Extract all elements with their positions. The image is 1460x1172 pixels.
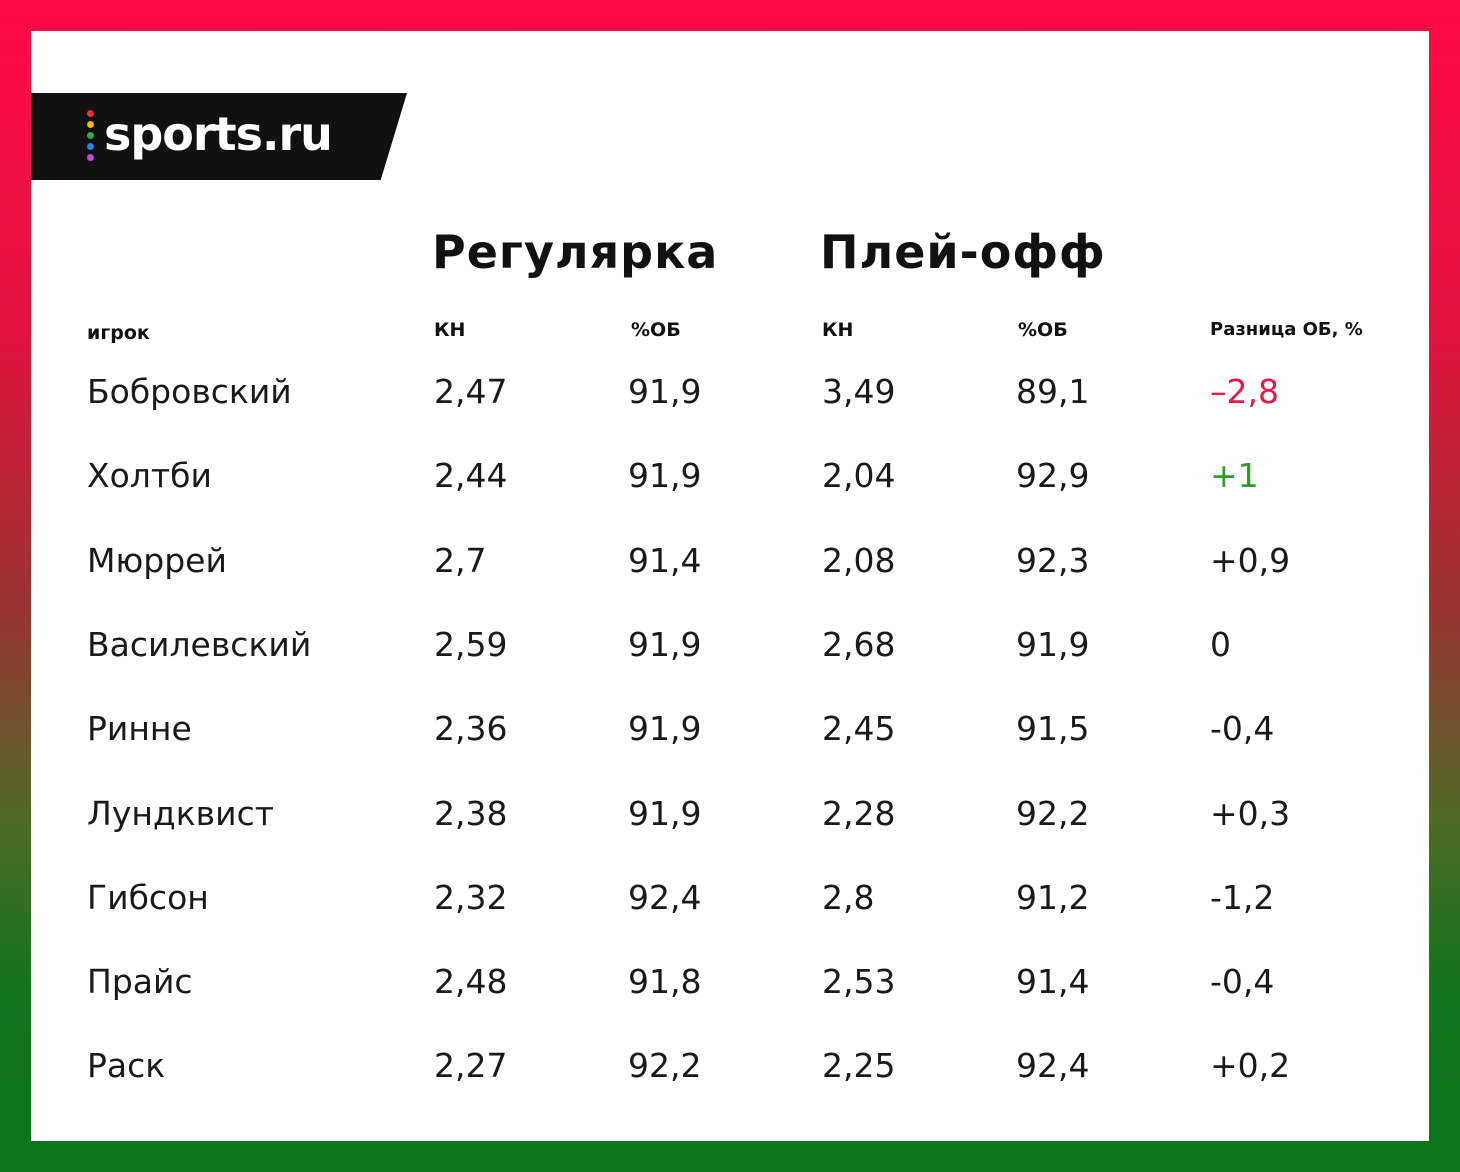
logo-dot [87, 154, 94, 161]
cell-playoff-sv: 92,3 [1016, 541, 1090, 580]
logo-dots-icon [87, 110, 95, 166]
table-row: Василевский 2,59 91,9 2,68 91,9 0 [0, 615, 1460, 675]
cell-diff: +0,2 [1210, 1046, 1291, 1085]
group-title-playoff: Плей-офф [820, 225, 1106, 279]
cell-player: Гибсон [87, 878, 209, 917]
cell-playoff-gaa: 2,8 [822, 878, 875, 917]
brand-logo: sports.ru [104, 107, 333, 161]
cell-playoff-sv: 92,2 [1016, 794, 1090, 833]
cell-playoff-sv: 91,2 [1016, 878, 1090, 917]
cell-regular-sv: 91,9 [628, 456, 702, 495]
cell-regular-gaa: 2,59 [434, 625, 508, 664]
column-header-player: игрок [87, 322, 150, 344]
cell-playoff-gaa: 2,28 [822, 794, 896, 833]
table-row: Прайс 2,48 91,8 2,53 91,4 -0,4 [0, 952, 1460, 1012]
cell-diff: 0 [1210, 625, 1231, 664]
logo-dot [87, 132, 94, 139]
content-card [31, 31, 1429, 1141]
column-header-playoff-gaa: КН [822, 319, 854, 341]
cell-playoff-gaa: 2,68 [822, 625, 896, 664]
logo-dot [87, 110, 94, 117]
cell-regular-sv: 91,9 [628, 794, 702, 833]
cell-regular-sv: 91,8 [628, 962, 702, 1001]
cell-diff: -0,4 [1210, 709, 1275, 748]
cell-player: Василевский [87, 625, 312, 664]
cell-player: Мюррей [87, 541, 227, 580]
column-header-diff: Разница ОБ, % [1210, 319, 1363, 340]
cell-playoff-sv: 91,4 [1016, 962, 1090, 1001]
cell-diff: –2,8 [1210, 372, 1279, 411]
cell-regular-sv: 91,9 [628, 372, 702, 411]
cell-diff: +1 [1210, 456, 1259, 495]
table-row: Ринне 2,36 91,9 2,45 91,5 -0,4 [0, 699, 1460, 759]
cell-regular-gaa: 2,27 [434, 1046, 508, 1085]
cell-regular-sv: 92,2 [628, 1046, 702, 1085]
cell-player: Бобровский [87, 372, 292, 411]
cell-playoff-sv: 89,1 [1016, 372, 1090, 411]
cell-playoff-gaa: 2,53 [822, 962, 896, 1001]
cell-playoff-gaa: 2,25 [822, 1046, 896, 1085]
cell-regular-sv: 91,4 [628, 541, 702, 580]
cell-player: Ринне [87, 709, 192, 748]
cell-player: Прайс [87, 962, 193, 1001]
table-row: Бобровский 2,47 91,9 3,49 89,1 –2,8 [0, 362, 1460, 422]
cell-diff: +0,9 [1210, 541, 1291, 580]
cell-regular-gaa: 2,7 [434, 541, 487, 580]
cell-player: Лундквист [87, 794, 274, 833]
cell-diff: -1,2 [1210, 878, 1275, 917]
cell-regular-gaa: 2,32 [434, 878, 508, 917]
table-row: Раск 2,27 92,2 2,25 92,4 +0,2 [0, 1036, 1460, 1096]
table-row: Холтби 2,44 91,9 2,04 92,9 +1 [0, 446, 1460, 506]
cell-playoff-gaa: 3,49 [822, 372, 896, 411]
cell-regular-gaa: 2,48 [434, 962, 508, 1001]
group-title-regular: Регулярка [432, 225, 719, 279]
column-header-regular-gaa: КН [434, 319, 466, 341]
cell-playoff-gaa: 2,08 [822, 541, 896, 580]
column-header-regular-sv: %ОБ [631, 319, 681, 341]
cell-diff: -0,4 [1210, 962, 1275, 1001]
table-row: Гибсон 2,32 92,4 2,8 91,2 -1,2 [0, 868, 1460, 928]
cell-playoff-sv: 91,9 [1016, 625, 1090, 664]
cell-playoff-sv: 91,5 [1016, 709, 1090, 748]
logo-dot [87, 143, 94, 150]
column-header-playoff-sv: %ОБ [1018, 319, 1068, 341]
cell-regular-sv: 91,9 [628, 709, 702, 748]
cell-playoff-sv: 92,4 [1016, 1046, 1090, 1085]
logo-dot [87, 121, 94, 128]
cell-playoff-gaa: 2,45 [822, 709, 896, 748]
cell-regular-sv: 91,9 [628, 625, 702, 664]
table-row: Мюррей 2,7 91,4 2,08 92,3 +0,9 [0, 531, 1460, 591]
cell-regular-sv: 92,4 [628, 878, 702, 917]
cell-diff: +0,3 [1210, 794, 1291, 833]
cell-playoff-gaa: 2,04 [822, 456, 896, 495]
cell-regular-gaa: 2,44 [434, 456, 508, 495]
cell-playoff-sv: 92,9 [1016, 456, 1090, 495]
cell-player: Холтби [87, 456, 212, 495]
cell-player: Раск [87, 1046, 166, 1085]
cell-regular-gaa: 2,47 [434, 372, 508, 411]
cell-regular-gaa: 2,36 [434, 709, 508, 748]
cell-regular-gaa: 2,38 [434, 794, 508, 833]
table-row: Лундквист 2,38 91,9 2,28 92,2 +0,3 [0, 784, 1460, 844]
